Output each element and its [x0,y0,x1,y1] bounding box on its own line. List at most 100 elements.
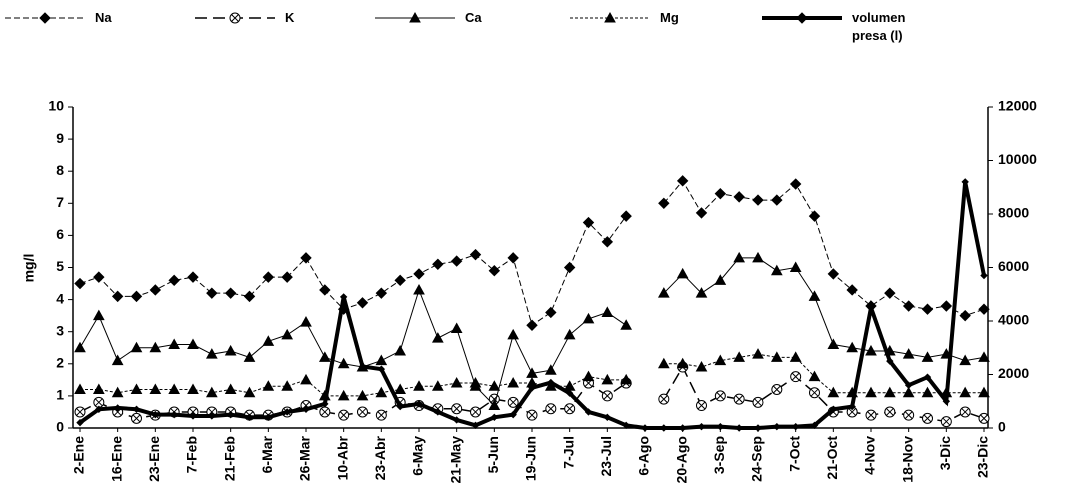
x-tick-label: 21-Oct [824,436,840,480]
data-point [695,207,708,219]
data-point [76,418,84,427]
data-point [262,335,275,346]
x-tick-label: 4-Nov [862,436,878,475]
data-point [321,400,329,408]
data-point [300,252,312,264]
y-tick-label: 9 [56,130,64,146]
data-point [904,381,913,389]
data-point [74,383,86,394]
data-point [168,338,181,350]
data-point [865,386,877,398]
x-tick-label: 7-Jul [560,436,576,469]
y2-tick-label: 2000 [998,365,1029,381]
data-point [471,421,480,430]
data-point [848,402,856,411]
marker-cross [76,408,84,416]
data-point [507,396,519,408]
x-tick-label: 3-Sep [711,436,727,474]
marker-cross [885,408,894,416]
data-point [770,351,783,362]
data-point [657,287,670,298]
data-point [281,271,293,283]
y-tick-label: 8 [56,162,64,178]
data-point [582,370,595,382]
data-point [300,316,312,327]
data-point [74,277,86,290]
marker-cross [452,404,461,413]
data-point [149,341,162,353]
data-point [846,341,859,353]
data-point [509,410,517,419]
data-point [714,390,726,402]
data-point [528,384,536,392]
data-point [262,271,275,283]
y-axis-label: mg/l [21,254,37,283]
data-point [526,409,538,421]
data-point [95,405,103,413]
x-tick-label: 21-May [447,436,463,484]
marker-cross [735,395,744,403]
data-point [132,405,141,413]
marker-cross [867,411,875,420]
data-point [696,400,707,412]
marker-cross [961,408,970,416]
data-point [940,300,953,312]
data-point [187,383,199,394]
data-point [130,383,143,394]
data-point [695,287,708,298]
data-point [319,406,331,418]
data-point [281,328,294,340]
data-point [490,413,499,422]
data-point [205,386,218,398]
data-point [450,255,463,267]
data-point [394,383,407,394]
y-tick-label: 1 [56,387,64,403]
marker-cross [339,411,348,420]
data-point [434,408,442,416]
data-point [189,412,197,420]
data-point [131,412,142,424]
y-tick-label: 10 [48,98,64,114]
data-point [790,371,802,383]
data-point [111,354,124,366]
data-point [357,406,368,418]
data-point [92,383,105,394]
data-point [413,380,425,391]
data-point [452,416,461,424]
data-point [603,413,612,422]
data-point [224,383,237,394]
data-point [563,261,576,274]
data-point [450,322,463,333]
marker-cross [377,411,386,420]
data-point [243,290,256,303]
y2-tick-label: 6000 [998,258,1029,274]
data-point [113,404,122,412]
data-point [74,341,86,353]
data-point [789,351,802,362]
data-point [940,416,952,428]
data-point [902,348,915,359]
data-point [865,344,877,356]
data-point [942,397,951,405]
data-point [902,300,915,312]
y2-tick-label: 8000 [998,205,1029,221]
data-point [752,348,764,359]
data-point [545,403,557,415]
x-tick-label: 23-Dic [975,436,991,478]
data-point [582,216,595,229]
legend-marker [796,12,808,24]
data-point [396,402,404,411]
data-point [375,287,388,299]
data-point [886,357,894,365]
data-point [93,396,105,408]
data-point [921,386,934,398]
data-point [902,386,915,398]
data-point [922,412,933,424]
data-point [375,409,387,421]
data-point [356,297,369,309]
data-point [584,408,593,416]
data-point [884,287,896,299]
y-tick-label: 2 [56,355,64,371]
data-point [884,406,896,418]
data-point [469,377,482,388]
